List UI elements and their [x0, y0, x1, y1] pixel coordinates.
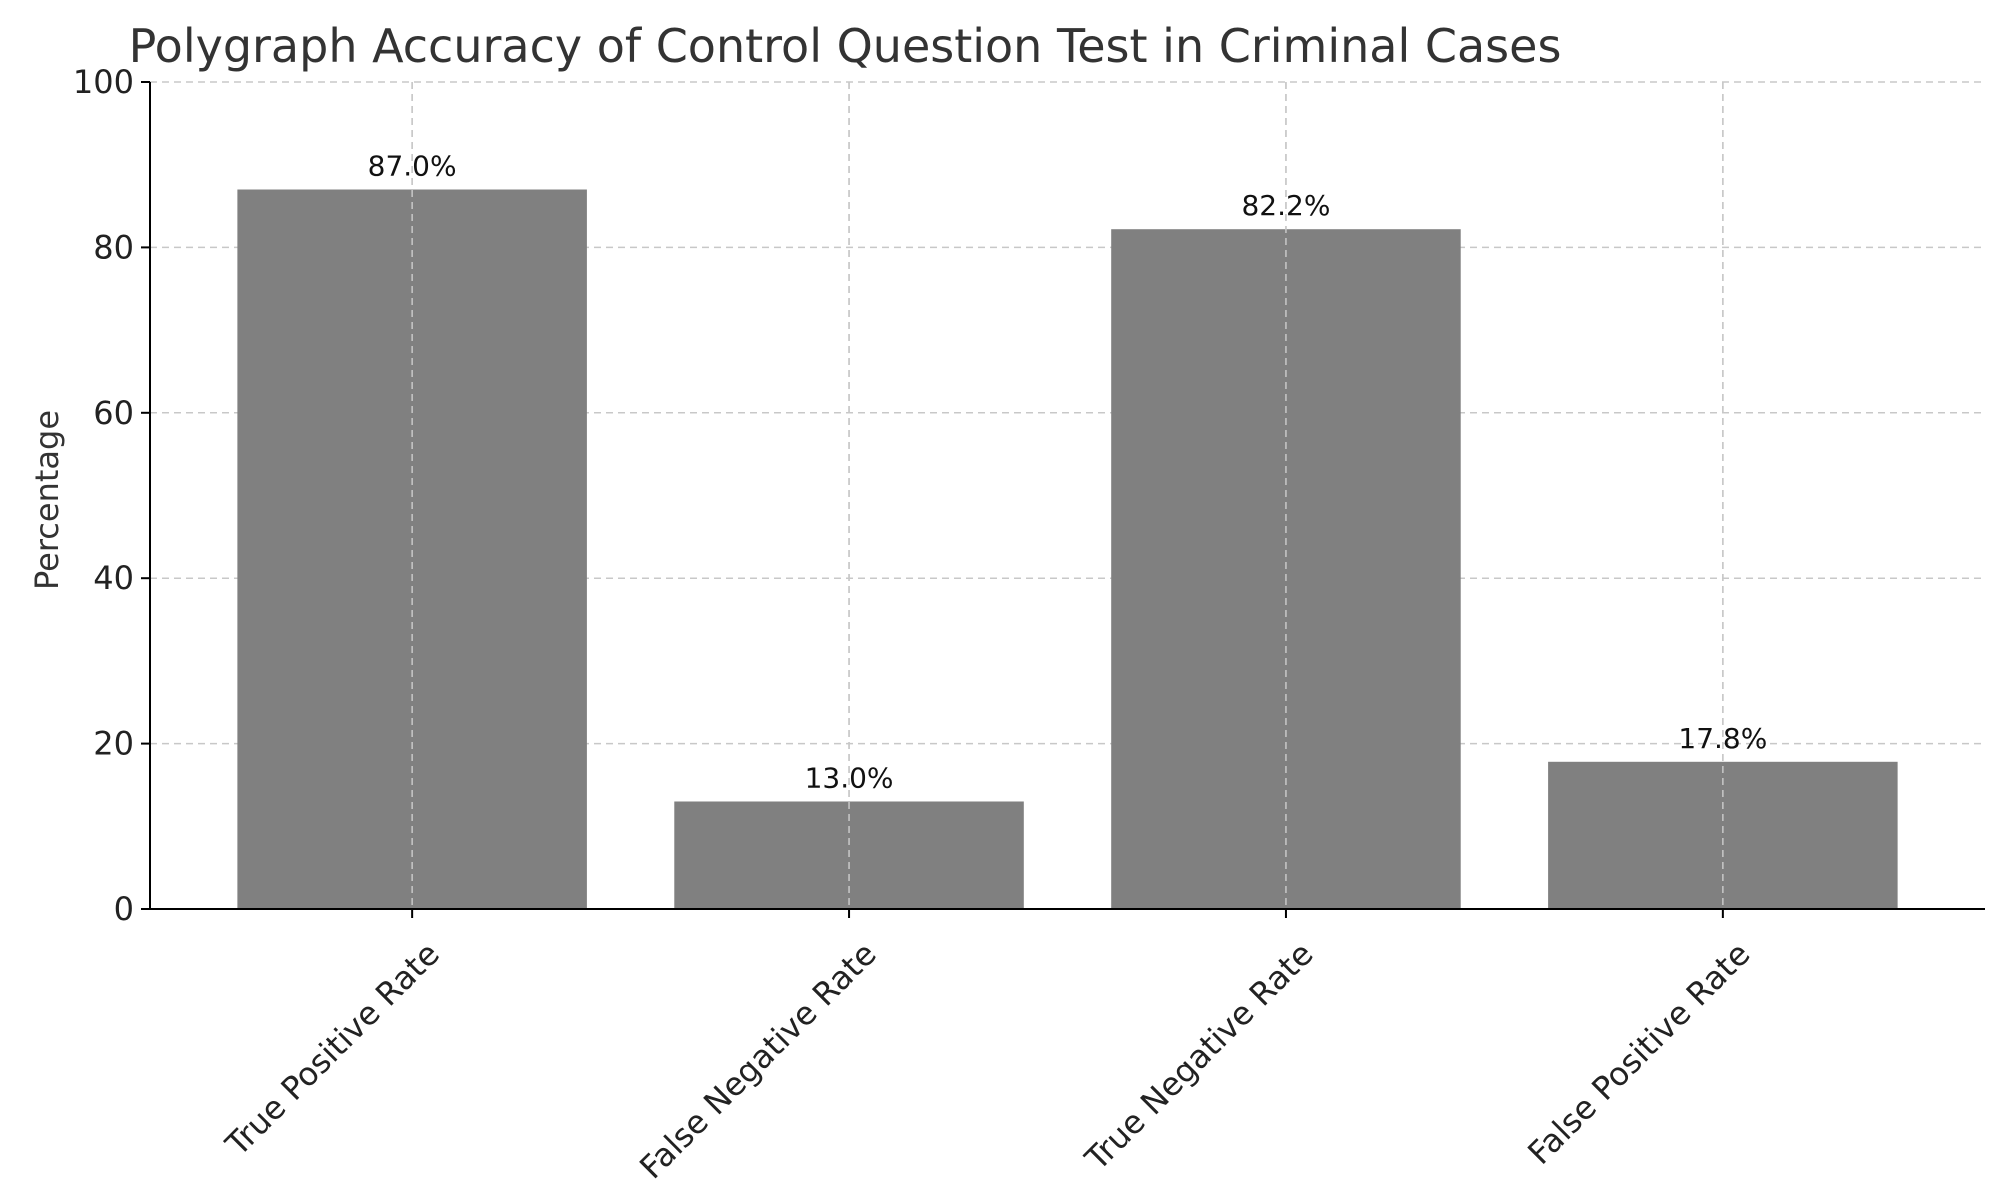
y-tick-label: 80	[93, 228, 134, 266]
y-tick-label: 100	[73, 63, 134, 101]
bars-layer	[237, 189, 1898, 909]
y-tick-label: 0	[114, 890, 134, 928]
y-axis-label: Percentage	[28, 410, 66, 590]
x-tick-label: False Positive Rate	[1520, 935, 1757, 1172]
y-tick-label: 20	[93, 725, 134, 763]
axes-layer	[141, 81, 1985, 918]
bar	[237, 189, 587, 909]
y-tick-label: 40	[93, 559, 134, 597]
x-tick-label: True Positive Rate	[218, 935, 447, 1164]
bar	[1548, 761, 1898, 909]
x-tick-label: True Negative Rate	[1077, 935, 1320, 1178]
chart-title: Polygraph Accuracy of Control Question T…	[129, 19, 1562, 73]
y-tick-label: 60	[93, 394, 134, 432]
x-tick-label: False Negative Rate	[632, 935, 883, 1186]
bar-value-label: 17.8%	[1678, 722, 1767, 755]
